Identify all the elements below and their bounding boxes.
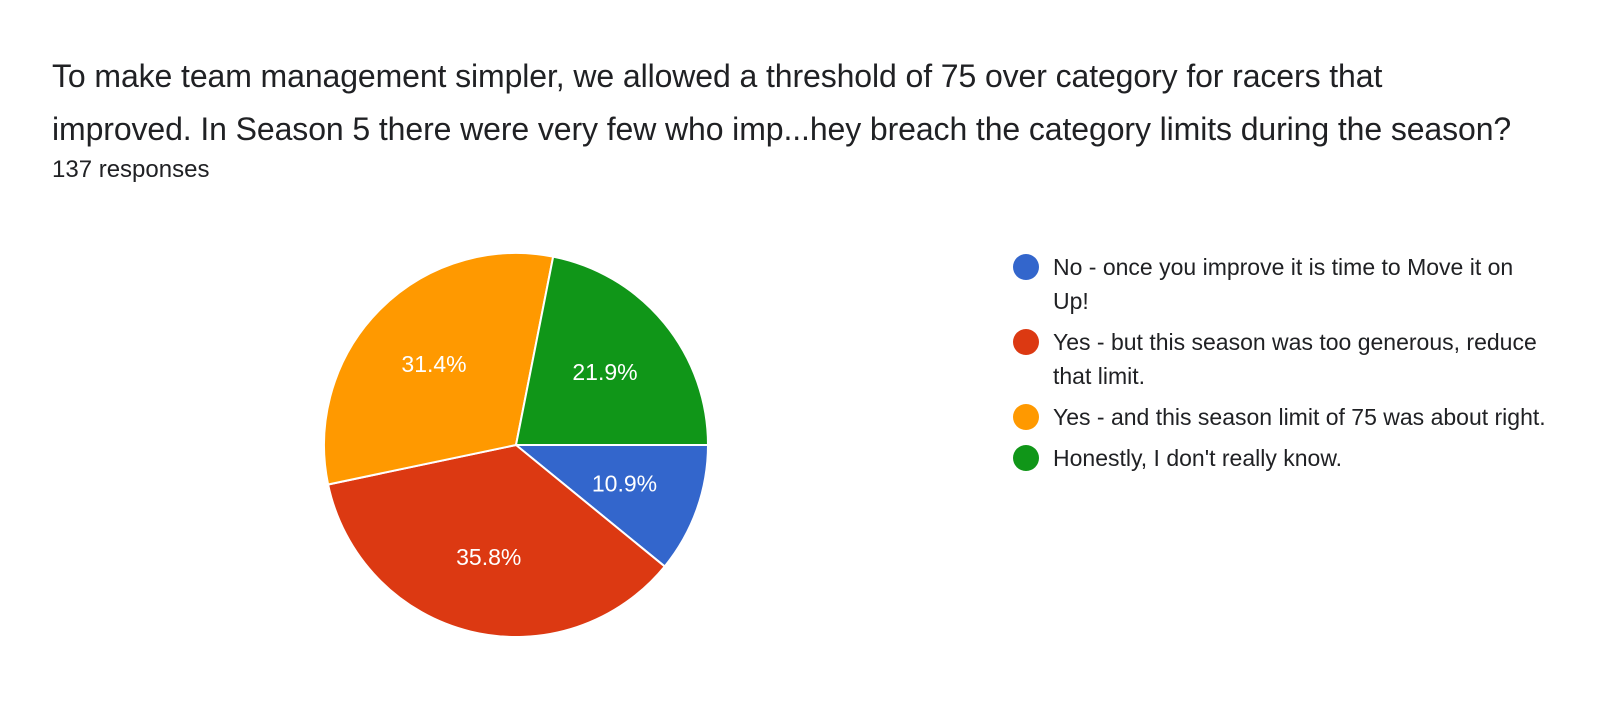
question-title-line-2: improved. In Season 5 there were very fe… [52,111,1512,147]
legend-item-label: Yes - but this season was too generous, … [1053,329,1537,389]
legend-dot-orange [1013,404,1039,430]
legend-item-yes-about-right[interactable]: Yes - and this season limit of 75 was ab… [1013,400,1553,434]
pie-slice-label: 21.9% [572,359,637,385]
pie-slice-no-move-up[interactable] [513,444,710,568]
pie-slice-yes-about-right[interactable] [323,252,555,486]
legend-dot-green [1013,445,1039,471]
response-count: 137 responses [52,156,210,183]
legend-item-no-move-up[interactable]: No - once you improve it is time to Move… [1013,250,1553,318]
legend-dot-red [1013,329,1039,355]
pie-slice-label: 35.8% [456,544,521,570]
legend-item-label: No - once you improve it is time to Move… [1053,254,1514,314]
chart-legend: No - once you improve it is time to Move… [1013,250,1553,482]
pie-slice-label: 10.9% [592,471,657,497]
legend-item-label: Honestly, I don't really know. [1053,445,1343,471]
pie-slice-label: 31.4% [401,351,466,377]
legend-item-label: Yes - and this season limit of 75 was ab… [1053,404,1546,430]
legend-dot-blue [1013,254,1039,280]
pie-slice-dont-know[interactable] [514,255,710,446]
question-title-line-1: To make team management simpler, we allo… [52,58,1383,94]
legend-item-dont-know[interactable]: Honestly, I don't really know. [1013,441,1553,475]
pie-slice-yes-too-generous[interactable] [326,443,667,638]
question-title: To make team management simpler, we allo… [52,50,1572,156]
legend-item-yes-too-generous[interactable]: Yes - but this season was too generous, … [1013,325,1553,393]
